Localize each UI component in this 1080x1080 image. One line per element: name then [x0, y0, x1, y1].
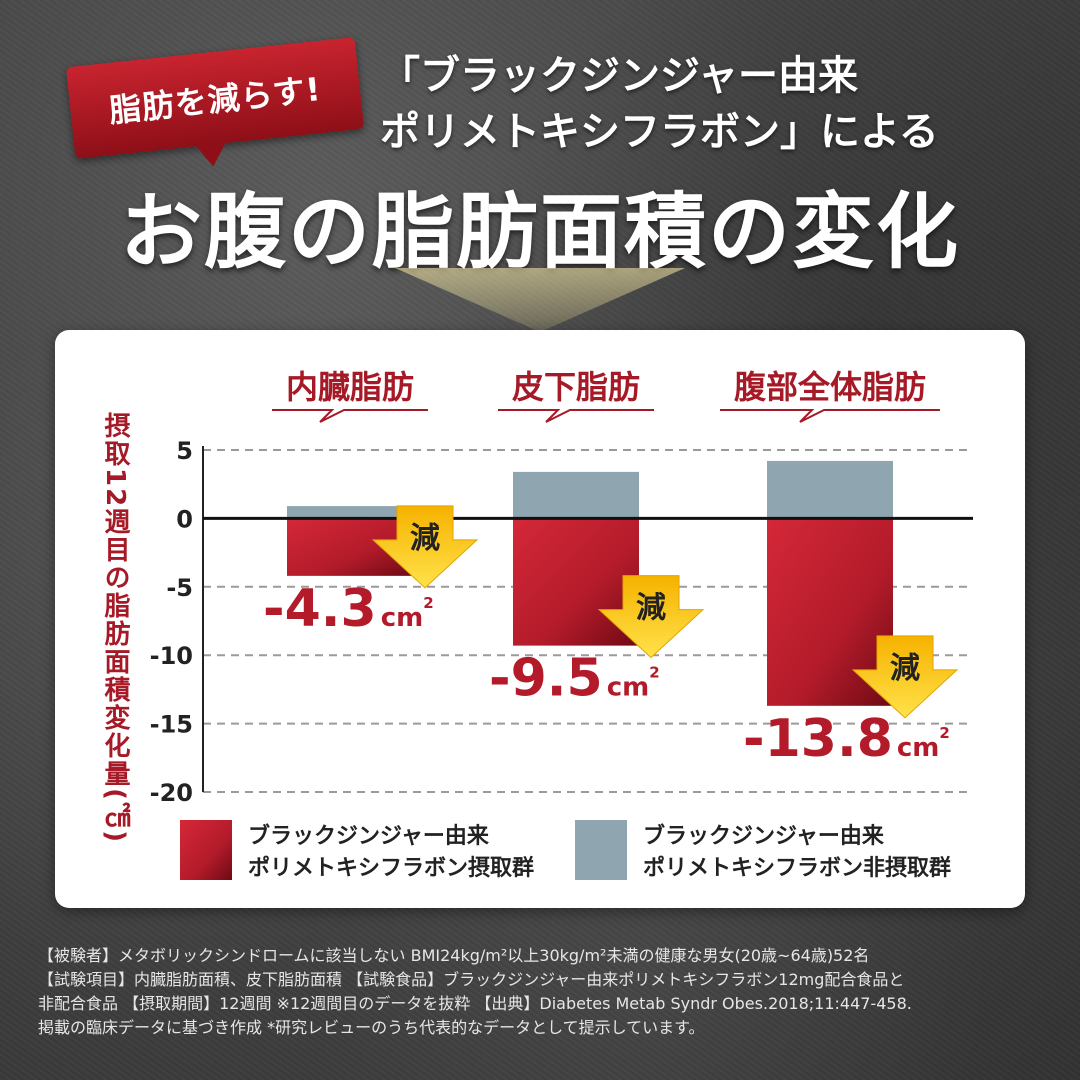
decrease-arrow-icon	[371, 505, 479, 589]
page-title: お腹の脂肪面積の変化	[119, 185, 960, 280]
legend-label-line2: ポリメトキシフラボン摂取群	[248, 855, 534, 881]
subtitle-line-2: ポリメトキシフラボン」による	[380, 109, 939, 155]
footnote-line-3: 非配合食品 【摂取期間】12週間 ※12週間目のデータを抜粋 【出典】Diabe…	[38, 994, 912, 1013]
y-tick-label: -10	[150, 642, 193, 670]
bar-chart: 5 0 -5 -10 -15 -20 摂取12週目の脂肪面積変化量(㎠) 内臓脂肪 皮下脂肪 腹部…	[100, 368, 973, 881]
badge-text: 脂肪を減らす!	[107, 69, 324, 131]
subtitle: 「ブラックジンジャー由来 ポリメトキシフラボン」による	[380, 48, 1030, 160]
category-underline	[720, 409, 940, 423]
footnote: 【被験者】メタボリックシンドロームに該当しない BMI24kg/m²以上30kg…	[38, 944, 1048, 1040]
chart-panel: 5 0 -5 -10 -15 -20 摂取12週目の脂肪面積変化量(㎠) 内臓脂肪 皮下脂肪 腹部…	[55, 330, 1025, 908]
bar-non-intake	[767, 460, 893, 519]
category-label: 腹部全体脂肪	[734, 368, 926, 406]
footnote-line-4: 掲載の臨床データに基づき作成 *研究レビューのうち代表的なデータとして提示してい…	[38, 1018, 705, 1037]
bar-non-intake	[287, 506, 413, 519]
legend-swatch	[180, 820, 232, 880]
y-tick-label: 0	[176, 505, 193, 533]
footnote-line-2: 【試験項目】内臓脂肪面積、皮下脂肪面積 【試験食品】ブラックジンジャー由来ポリメ…	[38, 970, 905, 989]
category-underline	[498, 409, 654, 423]
value-label: -4.3 cm2	[263, 579, 434, 639]
y-tick-label: -20	[150, 779, 193, 807]
footnote-line-1: 【被験者】メタボリックシンドロームに該当しない BMI24kg/m²以上30kg…	[38, 946, 870, 965]
decrease-arrow-text: 減	[890, 651, 920, 686]
decrease-arrow-icon	[851, 635, 959, 719]
bar-non-intake	[513, 471, 639, 519]
y-tick-label: -15	[150, 711, 193, 739]
subtitle-line-1: 「ブラックジンジャー由来	[380, 53, 858, 99]
category-underline	[272, 409, 428, 423]
decrease-arrow-text: 減	[636, 591, 666, 626]
y-tick-label: -5	[166, 574, 193, 602]
y-axis-label: 摂取12週目の脂肪面積変化量(㎠)	[100, 411, 130, 844]
decrease-arrow-text: 減	[410, 521, 440, 556]
y-tick-label: 5	[176, 437, 193, 465]
legend-label-line2: ポリメトキシフラボン非摂取群	[643, 855, 951, 881]
decrease-arrow-icon	[597, 575, 705, 659]
value-label: -13.8 cm2	[743, 709, 950, 769]
legend-label-line1: ブラックジンジャー由来	[248, 823, 490, 849]
legend-swatch	[575, 820, 627, 880]
category-label: 内臓脂肪	[286, 368, 414, 406]
legend-label-line1: ブラックジンジャー由来	[643, 823, 885, 849]
category-label: 皮下脂肪	[512, 368, 640, 406]
value-label: -9.5 cm2	[489, 649, 660, 709]
